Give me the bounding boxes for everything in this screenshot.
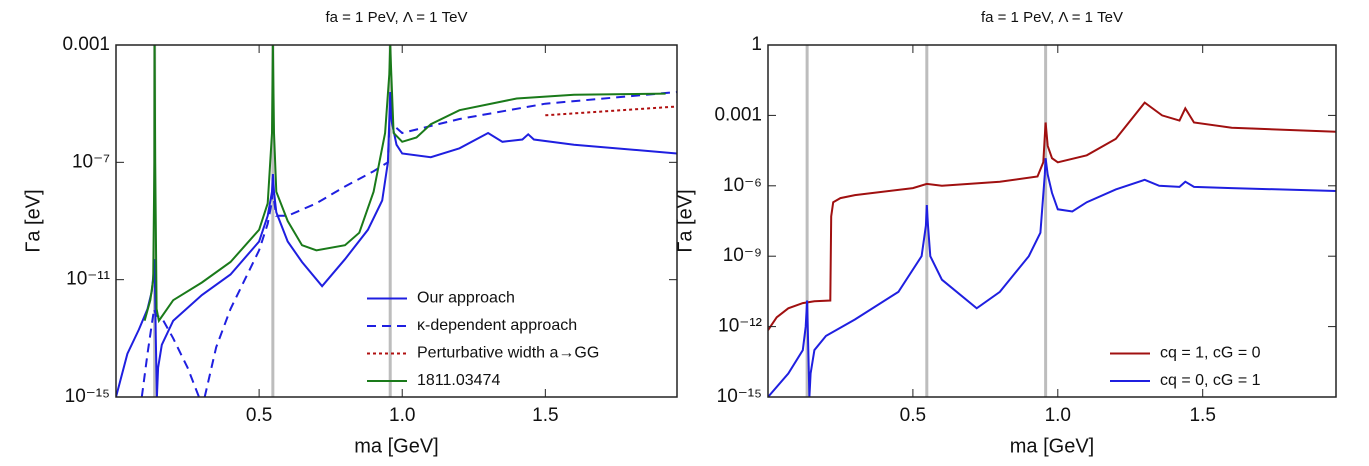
legend-label: cq = 1, cG = 0 bbox=[1160, 345, 1261, 362]
panel: 0.5 1.0 1.5 10⁻¹⁵ 10⁻¹² 10⁻⁹ 10⁻⁶ 0.001 1 fa = 1 … bbox=[674, 9, 1337, 457]
y-tick-label: 10⁻¹² bbox=[718, 316, 762, 337]
y-tick-label: 10⁻⁹ bbox=[723, 245, 762, 266]
panel: 0.5 1.0 1.5 10⁻¹⁵ 10⁻¹¹ 10⁻⁷ 0.001 fa = 1 PeV, … bbox=[22, 9, 678, 457]
x-axis-label: ma [GeV] bbox=[354, 435, 438, 457]
series-group bbox=[768, 101, 1336, 397]
y-tick-label: 10⁻¹⁵ bbox=[65, 386, 110, 407]
y-tick-label: 0.001 bbox=[62, 34, 110, 55]
legend-label: 1811.03474 bbox=[417, 372, 500, 389]
chart-title: fa = 1 PeV, Λ = 1 TeV bbox=[325, 9, 467, 26]
y-tick-label: 0.001 bbox=[714, 104, 762, 125]
legend-label: κ-dependent approach bbox=[417, 317, 577, 334]
y-tick-label: 10⁻¹¹ bbox=[66, 269, 110, 290]
series-line bbox=[545, 105, 677, 117]
y-tick-label: 10⁻⁷ bbox=[72, 151, 110, 172]
legend-label: Our approach bbox=[417, 290, 515, 307]
x-tick-label: 1.5 bbox=[532, 405, 558, 426]
x-tick-label: 1.0 bbox=[389, 405, 415, 426]
legend-label: cq = 0, cG = 1 bbox=[1160, 372, 1261, 389]
legend-label: Perturbative width a→GG bbox=[417, 345, 599, 362]
y-axis-label: Γa [eV] bbox=[22, 189, 44, 252]
x-tick-label: 1.5 bbox=[1189, 405, 1215, 426]
series-group bbox=[116, 45, 677, 397]
chart-title: fa = 1 PeV, Λ = 1 TeV bbox=[981, 9, 1123, 26]
y-tick-label: 1 bbox=[751, 34, 762, 55]
y-tick-label: 10⁻¹⁵ bbox=[717, 386, 762, 407]
series-line bbox=[768, 101, 1336, 331]
x-axis-label: ma [GeV] bbox=[1010, 435, 1094, 457]
series-line bbox=[116, 91, 677, 397]
y-tick-label: 10⁻⁶ bbox=[723, 175, 762, 196]
x-tick-label: 0.5 bbox=[900, 405, 926, 426]
y-axis-label: Γa [eV] bbox=[674, 189, 696, 252]
series-line bbox=[143, 45, 666, 324]
x-tick-label: 0.5 bbox=[246, 405, 272, 426]
plot-frame bbox=[767, 44, 1337, 398]
series-line bbox=[768, 158, 1336, 397]
x-tick-label: 1.0 bbox=[1045, 405, 1071, 426]
plot-frame bbox=[115, 44, 678, 398]
